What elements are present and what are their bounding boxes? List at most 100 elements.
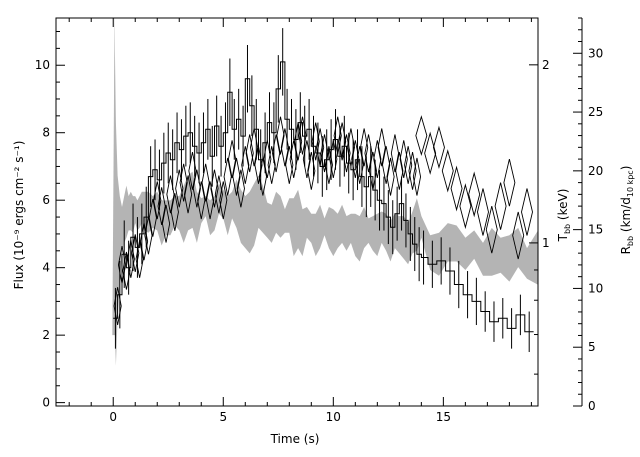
radius-diamond [415, 115, 428, 156]
radius-diamond [441, 149, 454, 193]
radius-diamond [351, 140, 360, 178]
flux-tick-label: 8 [42, 126, 50, 140]
radius-diamond [232, 157, 241, 196]
radius-tick-label: 10 [588, 281, 603, 295]
radius-diamond [276, 116, 285, 155]
radius-diamond [223, 157, 232, 196]
radius-diamond [432, 125, 445, 170]
radius-diamond [236, 169, 245, 208]
radius-diamond [267, 146, 276, 184]
flux-tick-label: 10 [35, 58, 50, 72]
radius-diamond [368, 151, 377, 190]
radius-diamond [139, 222, 149, 261]
radius-diamond [258, 157, 267, 196]
radius-diamond [192, 169, 201, 208]
radius-diamond [346, 128, 355, 167]
radius-diamond [364, 134, 373, 173]
radius-diamond [342, 134, 351, 173]
radius-diamond [390, 134, 399, 173]
radius-diamond [399, 140, 408, 178]
temp-tick-label: 2 [542, 58, 550, 72]
radius-tick-label: 0 [588, 399, 596, 413]
radius-diamond [148, 198, 157, 237]
radius-diamond [360, 128, 369, 167]
radius-diamond [254, 146, 263, 184]
radius-diamond [459, 183, 472, 230]
radius-diamond [280, 128, 289, 167]
radius-diamond [329, 140, 338, 178]
radius-diamond [377, 128, 386, 167]
radius-diamond [302, 140, 311, 178]
plot-frame [55, 17, 539, 407]
radius-diamond [503, 158, 516, 207]
radius-diamond [324, 146, 333, 184]
radius-diamond [197, 181, 206, 220]
radius-diamond [170, 193, 179, 231]
radius-diamond [153, 181, 162, 220]
temperature-band-layer [112, 18, 538, 366]
radius-diamond [228, 140, 237, 178]
radius-diamond [412, 157, 422, 196]
radius-diamond [157, 187, 166, 226]
radius-diamond [135, 240, 144, 278]
radius-tick-label: 20 [588, 164, 603, 178]
radius-diamond [245, 134, 254, 173]
radius-diamond [179, 163, 188, 202]
radius-diamond [241, 146, 250, 184]
radius-diamond [188, 151, 197, 190]
flux-tick-label: 6 [42, 193, 50, 207]
radius-diamond [263, 140, 272, 178]
radius-diamond [126, 240, 135, 278]
radius-diamond [289, 140, 298, 178]
radius-diamond [311, 122, 320, 161]
radius-diamond [404, 146, 413, 184]
radius-diamond [131, 234, 140, 273]
radius-diamond [338, 122, 347, 161]
radius-diamond [373, 140, 382, 178]
radius-diamond [333, 116, 342, 155]
radius-diamond [477, 188, 489, 236]
radius-diamond [113, 287, 122, 325]
radius-diamond [250, 128, 259, 167]
radius-tick-label: 5 [588, 340, 596, 354]
flux-tick-label: 2 [42, 328, 50, 342]
radius-tick-label: 15 [588, 223, 603, 237]
radius-diamond [210, 169, 219, 208]
radius-diamond [512, 211, 525, 260]
flux-tick-label: 4 [42, 261, 50, 275]
radius-diamond [214, 175, 223, 214]
radius-diamond [122, 251, 131, 290]
x-tick-label: 10 [326, 410, 341, 424]
radius-tick-label: 30 [588, 46, 603, 60]
radius-diamond [408, 151, 417, 190]
radius-diamond [494, 182, 507, 230]
radius-diamond [386, 157, 395, 196]
radius-diamond [485, 206, 498, 254]
plot-frame-layer [55, 17, 539, 407]
radius-diamond [395, 151, 404, 190]
radius-diamond [521, 188, 533, 236]
y-axis-label-radius: Rbb (km/d10 kpc) [619, 166, 635, 255]
radius-diamond [294, 122, 303, 161]
radius-diamond [320, 134, 329, 173]
x-axis-label: Time (s) [270, 432, 320, 446]
radius-diamond [175, 169, 184, 208]
radius-diamond [272, 134, 281, 173]
radius-diamonds-layer [113, 115, 533, 325]
y-axis-label-temperature: Tbb (keV) [556, 189, 572, 243]
x-tick-label: 0 [109, 410, 117, 424]
radius-diamond [382, 146, 391, 184]
radius-diamond [298, 116, 307, 155]
radius-diamond [144, 216, 153, 255]
radius-diamond [355, 146, 364, 184]
radius-diamond [161, 204, 171, 243]
temperature-band-spike [112, 51, 117, 336]
radius-diamond [201, 163, 210, 202]
radius-diamond [206, 181, 215, 220]
radius-diamond [316, 128, 325, 167]
radius-diamond [285, 146, 294, 184]
radius-diamond [450, 165, 463, 212]
temp-tick-label: 1 [542, 236, 550, 250]
x-tick-label: 5 [219, 410, 227, 424]
